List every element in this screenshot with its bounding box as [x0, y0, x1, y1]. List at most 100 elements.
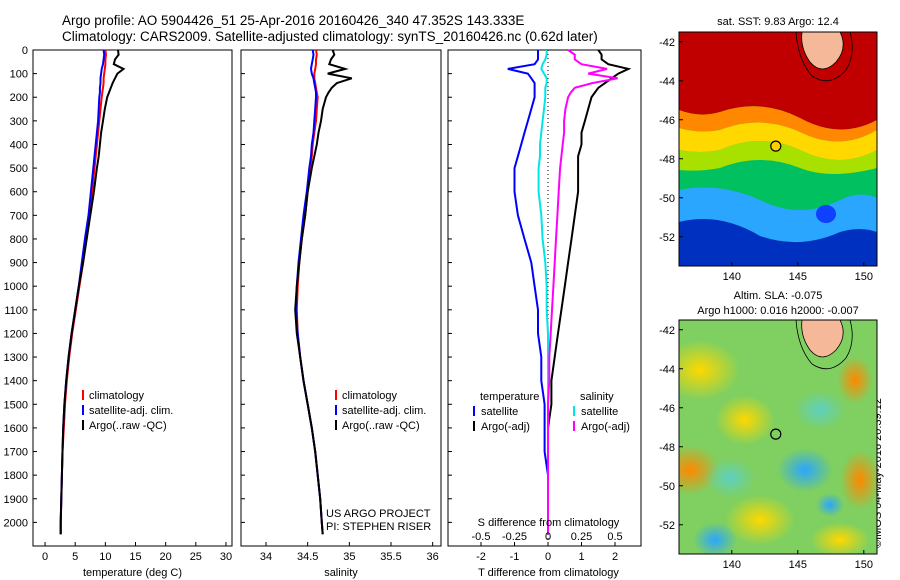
- x-tick-label-top: -0.5: [472, 531, 491, 543]
- map-x-tick-label: 145: [789, 271, 807, 283]
- map-y-tick-label: -42: [659, 325, 675, 337]
- salinity-series-line: [294, 49, 353, 535]
- sla-map-subtitle: Argo h1000: 0.016 h2000: -0.007: [697, 305, 859, 317]
- x-tick-label-top: 0.5: [607, 531, 622, 543]
- sst-map-title: sat. SST: 9.83 Argo: 12.4: [717, 16, 839, 28]
- y-tick-label: 700: [10, 210, 28, 222]
- argo-float-marker: [770, 140, 782, 152]
- page-title-line1: Argo profile: AO 5904426_51 25-Apr-2016 …: [62, 13, 525, 28]
- map-y-tick-label: -50: [659, 481, 675, 493]
- x-tick-label: 15: [129, 551, 141, 563]
- y-tick-label: 500: [10, 163, 28, 175]
- sla-map-frame: [678, 319, 878, 555]
- x-tick-label: -1: [510, 551, 520, 563]
- annotation: PI: STEPHEN RISER: [326, 521, 431, 533]
- y-tick-label: 800: [10, 234, 28, 246]
- temperature-series-line: [59, 49, 108, 535]
- map-y-tick-label: -52: [659, 520, 675, 532]
- x-tick-label: 35: [343, 551, 355, 563]
- legend-label: Argo(-adj): [581, 421, 630, 433]
- x-tick-label: 2: [612, 551, 618, 563]
- legend-group-title: temperature: [480, 391, 539, 403]
- x-tick-label: 36: [427, 551, 439, 563]
- map-x-tick-label: 145: [789, 559, 807, 571]
- x-tick-label-top: -0.25: [502, 531, 527, 543]
- difference-series-line: [507, 50, 549, 535]
- map-y-tick-label: -48: [659, 442, 675, 454]
- temperature-series-line: [59, 49, 106, 535]
- y-tick-label: 1000: [4, 281, 28, 293]
- legend-label: satellite-adj. clim.: [342, 405, 426, 417]
- y-tick-label: 1700: [4, 447, 28, 459]
- y-tick-label: 1500: [4, 399, 28, 411]
- legend-label: climatology: [89, 390, 145, 402]
- sla-map: [679, 320, 877, 554]
- y-tick-label: 1100: [4, 305, 28, 317]
- map-x-tick-label: 150: [855, 559, 873, 571]
- x-tick-label: 34.5: [297, 551, 318, 563]
- plot-frame-salinity: [240, 49, 442, 547]
- x-tick-label: 30: [220, 551, 232, 563]
- x-tick-label: 5: [72, 551, 78, 563]
- y-tick-label: 300: [10, 116, 28, 128]
- y-tick-label: 600: [10, 187, 28, 199]
- legend-label: satellite: [581, 406, 618, 418]
- x-tick-label: 25: [190, 551, 202, 563]
- x-tick-label-top: 0.25: [571, 531, 592, 543]
- x-tick-label-top: 0: [545, 531, 551, 543]
- salinity-series-line: [294, 49, 324, 535]
- x-axis-label-top: S difference from climatology: [478, 517, 620, 529]
- page-title-line2: Climatology: CARS2009. Satellite-adjuste…: [62, 29, 598, 44]
- difference-series-line: [547, 49, 632, 535]
- x-axis-label: temperature (deg C): [83, 567, 182, 579]
- map-y-tick-label: -46: [659, 115, 675, 127]
- x-tick-label: 10: [99, 551, 111, 563]
- x-tick-label: 0: [545, 551, 551, 563]
- x-tick-label: 20: [160, 551, 172, 563]
- map-x-tick-label: 140: [723, 271, 741, 283]
- x-axis-label: salinity: [324, 567, 358, 579]
- map-y-tick-label: -52: [659, 232, 675, 244]
- y-tick-label: 200: [10, 92, 28, 104]
- plot-frame-difference: [447, 49, 642, 547]
- sla-map-title: Altim. SLA: -0.075: [733, 290, 823, 302]
- legend-label: satellite: [481, 406, 518, 418]
- y-tick-label: 1900: [4, 494, 28, 506]
- x-tick-label: 0: [42, 551, 48, 563]
- legend-label: Argo(..raw -QC): [342, 420, 420, 432]
- plot-frame-temperature: [32, 49, 233, 547]
- legend-label: Argo(..raw -QC): [89, 420, 167, 432]
- difference-series-line: [547, 49, 618, 535]
- y-tick-label: 1400: [4, 376, 28, 388]
- x-axis-label: T difference from climatology: [478, 567, 619, 579]
- map-y-tick-label: -42: [659, 37, 675, 49]
- y-tick-label: 100: [10, 69, 28, 81]
- x-tick-label: 34: [260, 551, 272, 563]
- map-y-tick-label: -44: [659, 76, 675, 88]
- x-tick-label: 1: [578, 551, 584, 563]
- map-y-tick-label: -44: [659, 364, 675, 376]
- legend-label: satellite-adj. clim.: [89, 405, 173, 417]
- legend-label: climatology: [342, 390, 398, 402]
- temperature-series-line: [59, 49, 126, 535]
- map-x-tick-label: 150: [855, 271, 873, 283]
- salinity-series-line: [295, 49, 324, 535]
- legend-label: Argo(-adj): [481, 421, 530, 433]
- x-tick-label: 35.5: [380, 551, 401, 563]
- x-tick-label: -2: [476, 551, 486, 563]
- y-tick-label: 0: [22, 45, 28, 57]
- annotation: US ARGO PROJECT: [326, 508, 431, 520]
- argo-float-marker: [770, 428, 782, 440]
- y-tick-label: 1200: [4, 328, 28, 340]
- y-tick-label: 1800: [4, 470, 28, 482]
- y-tick-label: 1300: [4, 352, 28, 364]
- sst-map-frame: [678, 31, 878, 267]
- y-tick-label: 400: [10, 139, 28, 151]
- map-x-tick-label: 140: [723, 559, 741, 571]
- y-tick-label: 1600: [4, 423, 28, 435]
- y-tick-label: 2000: [4, 517, 28, 529]
- map-y-tick-label: -48: [659, 154, 675, 166]
- map-y-tick-label: -46: [659, 403, 675, 415]
- map-y-tick-label: -50: [659, 193, 675, 205]
